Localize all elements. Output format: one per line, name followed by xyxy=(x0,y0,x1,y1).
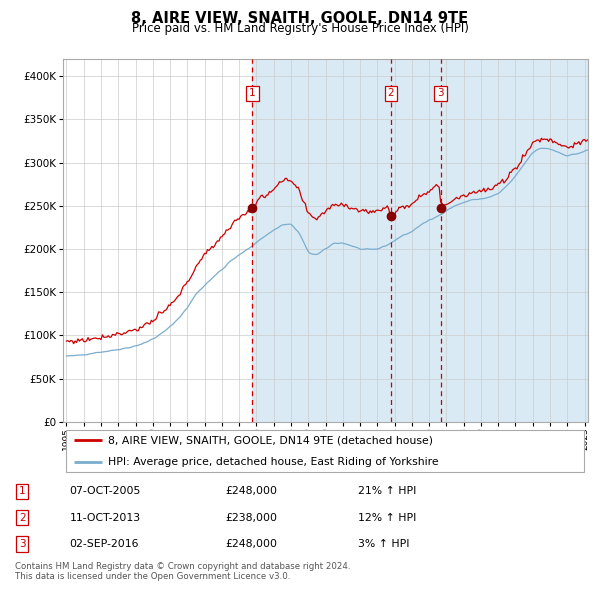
Text: 11-OCT-2013: 11-OCT-2013 xyxy=(70,513,141,523)
Text: 07-OCT-2005: 07-OCT-2005 xyxy=(70,486,141,496)
FancyBboxPatch shape xyxy=(65,430,584,472)
Text: 3: 3 xyxy=(19,539,26,549)
Text: 12% ↑ HPI: 12% ↑ HPI xyxy=(358,513,416,523)
Text: £248,000: £248,000 xyxy=(225,539,277,549)
Text: Price paid vs. HM Land Registry's House Price Index (HPI): Price paid vs. HM Land Registry's House … xyxy=(131,22,469,35)
Text: 2: 2 xyxy=(388,88,394,99)
Bar xyxy=(253,59,593,422)
Text: Contains HM Land Registry data © Crown copyright and database right 2024.: Contains HM Land Registry data © Crown c… xyxy=(15,562,350,571)
Text: This data is licensed under the Open Government Licence v3.0.: This data is licensed under the Open Gov… xyxy=(15,572,290,581)
Text: £248,000: £248,000 xyxy=(225,486,277,496)
Text: 1: 1 xyxy=(249,88,256,99)
Text: 21% ↑ HPI: 21% ↑ HPI xyxy=(358,486,416,496)
Text: 8, AIRE VIEW, SNAITH, GOOLE, DN14 9TE: 8, AIRE VIEW, SNAITH, GOOLE, DN14 9TE xyxy=(131,11,469,25)
Text: 02-SEP-2016: 02-SEP-2016 xyxy=(70,539,139,549)
Text: 2: 2 xyxy=(19,513,26,523)
Text: 8, AIRE VIEW, SNAITH, GOOLE, DN14 9TE (detached house): 8, AIRE VIEW, SNAITH, GOOLE, DN14 9TE (d… xyxy=(107,435,433,445)
Text: 3: 3 xyxy=(437,88,444,99)
Text: 3% ↑ HPI: 3% ↑ HPI xyxy=(358,539,409,549)
Text: HPI: Average price, detached house, East Riding of Yorkshire: HPI: Average price, detached house, East… xyxy=(107,457,438,467)
Text: £238,000: £238,000 xyxy=(225,513,277,523)
Text: 1: 1 xyxy=(19,486,26,496)
